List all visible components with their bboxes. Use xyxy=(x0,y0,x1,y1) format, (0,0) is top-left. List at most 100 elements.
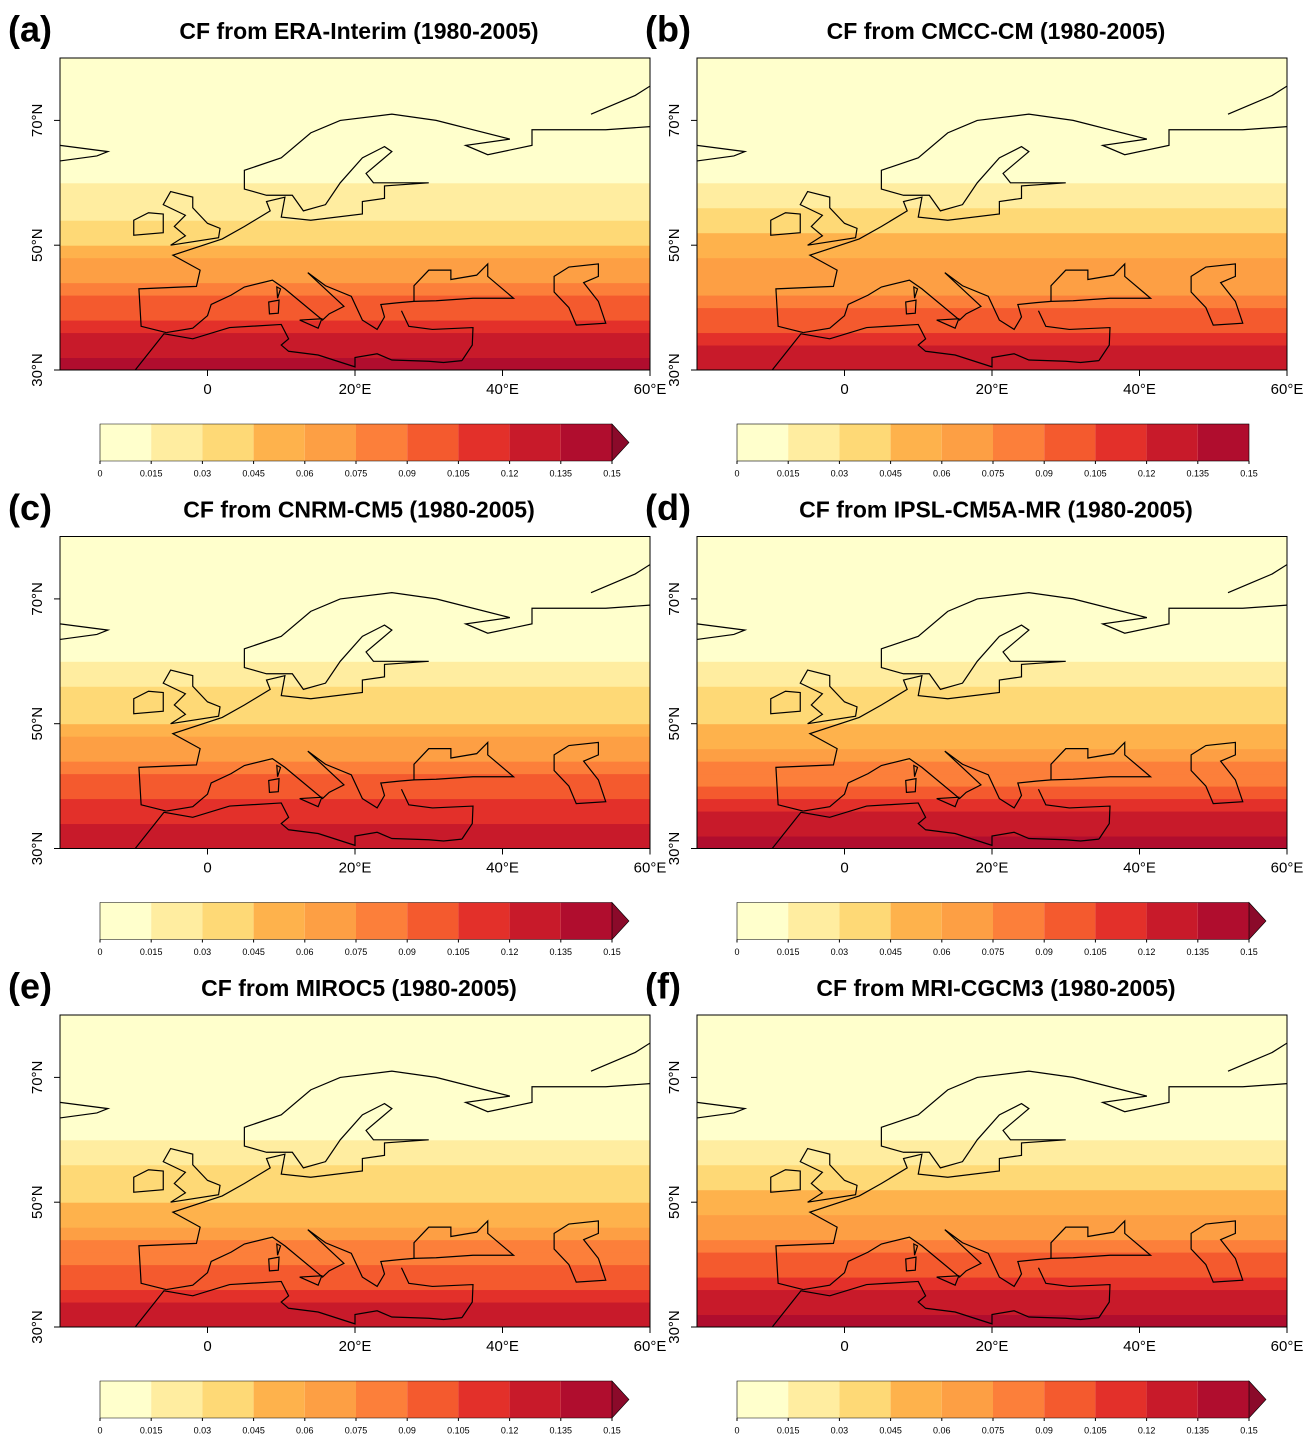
colorbar-tick-label: 0.09 xyxy=(398,468,416,478)
cf-band xyxy=(697,711,1287,725)
colorbar-tick-label: 0.105 xyxy=(1084,947,1107,957)
colorbar-box xyxy=(890,902,942,940)
colorbar-extension xyxy=(611,901,630,941)
colorbar-tick-label: 0.12 xyxy=(501,1425,519,1435)
x-tick-label: 0 xyxy=(203,1338,211,1355)
cf-band xyxy=(697,811,1287,825)
cf-band xyxy=(60,220,650,234)
colorbar-box xyxy=(839,1381,891,1418)
colorbar-box xyxy=(839,902,891,940)
cf-band xyxy=(60,58,650,184)
colorbar-box xyxy=(356,424,408,461)
y-tick-label: 70°N xyxy=(666,1061,683,1095)
colorbar-tick-label: 0.045 xyxy=(879,1425,902,1435)
panel-title: CF from MIROC5 (1980-2005) xyxy=(201,975,517,1001)
colorbar-tick-label: 0.135 xyxy=(1187,468,1210,478)
cf-band xyxy=(60,823,650,837)
y-tick-label: 50°N xyxy=(29,228,46,262)
panel-title: CF from ERA-Interim (1980-2005) xyxy=(179,18,538,44)
y-tick-label: 50°N xyxy=(29,707,46,741)
colorbar-tick-label: 0.12 xyxy=(501,947,519,957)
cf-band xyxy=(60,661,650,675)
panel-label: (b) xyxy=(645,9,691,50)
cf-band xyxy=(697,257,1287,271)
field xyxy=(697,536,1287,849)
colorbar-box xyxy=(1044,424,1096,461)
colorbar-box xyxy=(788,1381,840,1418)
colorbar-tick-label: 0.015 xyxy=(777,1425,800,1435)
x-tick-label: 20°E xyxy=(339,381,372,398)
y-tick-label: 70°N xyxy=(666,104,683,138)
colorbar-extension xyxy=(1248,1380,1267,1419)
colorbar-tick-label: 0 xyxy=(734,468,739,478)
colorbar-tick-label: 0.105 xyxy=(447,947,470,957)
panel-label: (f) xyxy=(645,966,681,1007)
y-tick-label: 30°N xyxy=(666,1310,683,1344)
colorbar-tick-label: 0.075 xyxy=(982,468,1005,478)
cf-band xyxy=(697,195,1287,209)
cf-band xyxy=(60,295,650,309)
colorbar-extension xyxy=(1248,901,1267,941)
cf-band xyxy=(60,1264,650,1278)
colorbar-box xyxy=(1095,1381,1147,1418)
colorbar-box xyxy=(788,902,840,940)
panel: (f) CF from MRI-CGCM3 (1980-2005) 0 20°E 40°… xyxy=(645,966,1303,1436)
field xyxy=(60,58,650,370)
y-tick-label: 30°N xyxy=(29,353,46,387)
colorbar-tick-label: 0.15 xyxy=(1240,468,1258,478)
colorbar-box xyxy=(407,424,459,461)
cf-band xyxy=(60,1302,650,1316)
panel: (c) CF from CNRM-CM5 (1980-2005) 0 20°E 40°E… xyxy=(8,487,666,957)
colorbar-tick-label: 0.06 xyxy=(933,468,951,478)
panel: (e) CF from MIROC5 (1980-2005) 0 20°E 40°E 60… xyxy=(8,966,666,1436)
colorbar-box xyxy=(737,1381,789,1418)
colorbar-box xyxy=(1197,1381,1249,1418)
panel: (a) CF from ERA-Interim (1980-2005) 0 20°E 4… xyxy=(8,9,666,479)
panel: (d) CF from IPSL-CM5A-MR (1980-2005) 0 20°E… xyxy=(645,487,1303,957)
cf-band xyxy=(60,245,650,259)
x-tick-label: 0 xyxy=(840,1338,848,1355)
colorbar-tick-label: 0.09 xyxy=(1035,1425,1053,1435)
field xyxy=(60,536,650,849)
colorbar-tick-label: 0.105 xyxy=(447,468,470,478)
y-tick-label: 30°N xyxy=(666,832,683,866)
colorbar-tick-label: 0 xyxy=(97,1425,102,1435)
colorbar-tick-label: 0.12 xyxy=(1138,468,1156,478)
y-tick-label: 30°N xyxy=(29,832,46,866)
cf-band xyxy=(697,536,1287,662)
cf-band xyxy=(697,1239,1287,1253)
cf-band xyxy=(60,345,650,359)
cf-band xyxy=(60,1177,650,1191)
colorbar-tick-label: 0.135 xyxy=(550,468,573,478)
colorbar-tick-label: 0.12 xyxy=(1138,1425,1156,1435)
cf-band xyxy=(697,736,1287,750)
colorbar-tick-label: 0 xyxy=(734,1425,739,1435)
colorbar-tick-label: 0.15 xyxy=(1240,1425,1258,1435)
colorbar-box xyxy=(304,424,356,461)
cf-band xyxy=(697,232,1287,246)
colorbar-tick-label: 0.15 xyxy=(603,1425,621,1435)
cf-band xyxy=(697,1214,1287,1228)
cf-band xyxy=(60,686,650,700)
cf-band xyxy=(697,320,1287,334)
colorbar-box xyxy=(202,424,254,461)
cf-band xyxy=(60,1202,650,1216)
colorbar-tick-label: 0.06 xyxy=(296,947,314,957)
colorbar-box xyxy=(509,902,561,940)
colorbar-tick-label: 0.06 xyxy=(933,1425,951,1435)
cf-band xyxy=(60,282,650,296)
panel-label: (e) xyxy=(8,966,52,1007)
colorbar-tick-label: 0.015 xyxy=(777,947,800,957)
cf-band xyxy=(60,798,650,812)
cf-band xyxy=(60,182,650,196)
x-tick-label: 20°E xyxy=(339,859,372,876)
cf-band xyxy=(60,748,650,762)
colorbar-box xyxy=(993,1381,1045,1418)
cf-band xyxy=(697,1189,1287,1203)
x-tick-label: 20°E xyxy=(976,381,1009,398)
cf-band xyxy=(697,245,1287,259)
x-tick-label: 60°E xyxy=(1271,381,1304,398)
colorbar-extension xyxy=(611,1380,630,1419)
colorbar-box xyxy=(839,424,891,461)
colorbar-tick-label: 0.075 xyxy=(345,468,368,478)
